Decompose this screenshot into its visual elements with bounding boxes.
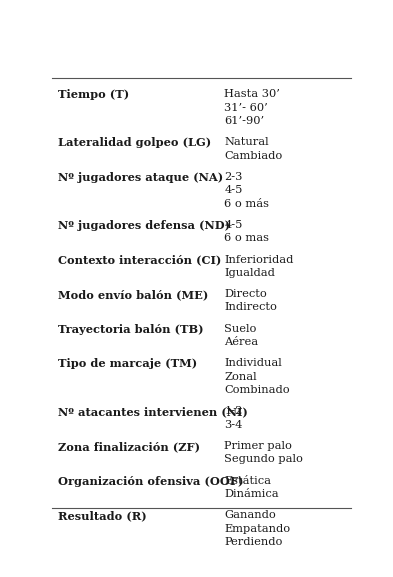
Text: Lateralidad golpeo (LG): Lateralidad golpeo (LG)	[58, 137, 211, 148]
Text: Individual: Individual	[224, 358, 282, 369]
Text: Zona finalización (ZF): Zona finalización (ZF)	[58, 441, 200, 452]
Text: Dinámica: Dinámica	[224, 489, 279, 499]
Text: 31’- 60’: 31’- 60’	[224, 103, 268, 113]
Text: Resultado (R): Resultado (R)	[58, 511, 147, 522]
Text: Nº jugadores defensa (ND): Nº jugadores defensa (ND)	[58, 220, 230, 231]
Text: Hasta 30’: Hasta 30’	[224, 89, 280, 99]
Text: Tiempo (T): Tiempo (T)	[58, 89, 130, 100]
Text: Suelo: Suelo	[224, 324, 257, 334]
Text: Directo: Directo	[224, 289, 267, 299]
Text: 3-4: 3-4	[224, 420, 242, 430]
Text: Perdiendo: Perdiendo	[224, 537, 283, 547]
Text: Cambiado: Cambiado	[224, 151, 283, 160]
Text: Segundo palo: Segundo palo	[224, 455, 303, 464]
Text: Contexto interacción (CI): Contexto interacción (CI)	[58, 254, 222, 265]
Text: Primer palo: Primer palo	[224, 441, 292, 451]
Text: 2-3: 2-3	[224, 172, 242, 182]
Text: 6 o mas: 6 o mas	[224, 233, 269, 243]
Text: Inferioridad: Inferioridad	[224, 254, 294, 264]
Text: Tipo de marcaje (TM): Tipo de marcaje (TM)	[58, 358, 198, 369]
Text: 4-5: 4-5	[224, 185, 242, 195]
Text: Nº jugadores ataque (NA): Nº jugadores ataque (NA)	[58, 172, 224, 183]
Text: 1-2: 1-2	[224, 406, 242, 417]
Text: Igualdad: Igualdad	[224, 268, 275, 278]
Text: Zonal: Zonal	[224, 372, 257, 382]
Text: 4-5: 4-5	[224, 220, 242, 230]
Text: Trayectoria balón (TB): Trayectoria balón (TB)	[58, 324, 204, 335]
Text: Combinado: Combinado	[224, 385, 290, 395]
Text: Empatando: Empatando	[224, 524, 290, 534]
Text: Modo envío balón (ME): Modo envío balón (ME)	[58, 289, 209, 300]
Text: Nº atacantes intervienen (NI): Nº atacantes intervienen (NI)	[58, 406, 248, 417]
Text: Natural: Natural	[224, 137, 269, 147]
Text: 61’-90’: 61’-90’	[224, 116, 264, 126]
Text: Ganando: Ganando	[224, 511, 276, 520]
Text: Aérea: Aérea	[224, 337, 258, 347]
Text: 6 o más: 6 o más	[224, 198, 269, 208]
Text: Indirecto: Indirecto	[224, 302, 277, 313]
Text: Estática: Estática	[224, 476, 271, 486]
Text: Organización ofensiva (OOF): Organización ofensiva (OOF)	[58, 476, 244, 487]
